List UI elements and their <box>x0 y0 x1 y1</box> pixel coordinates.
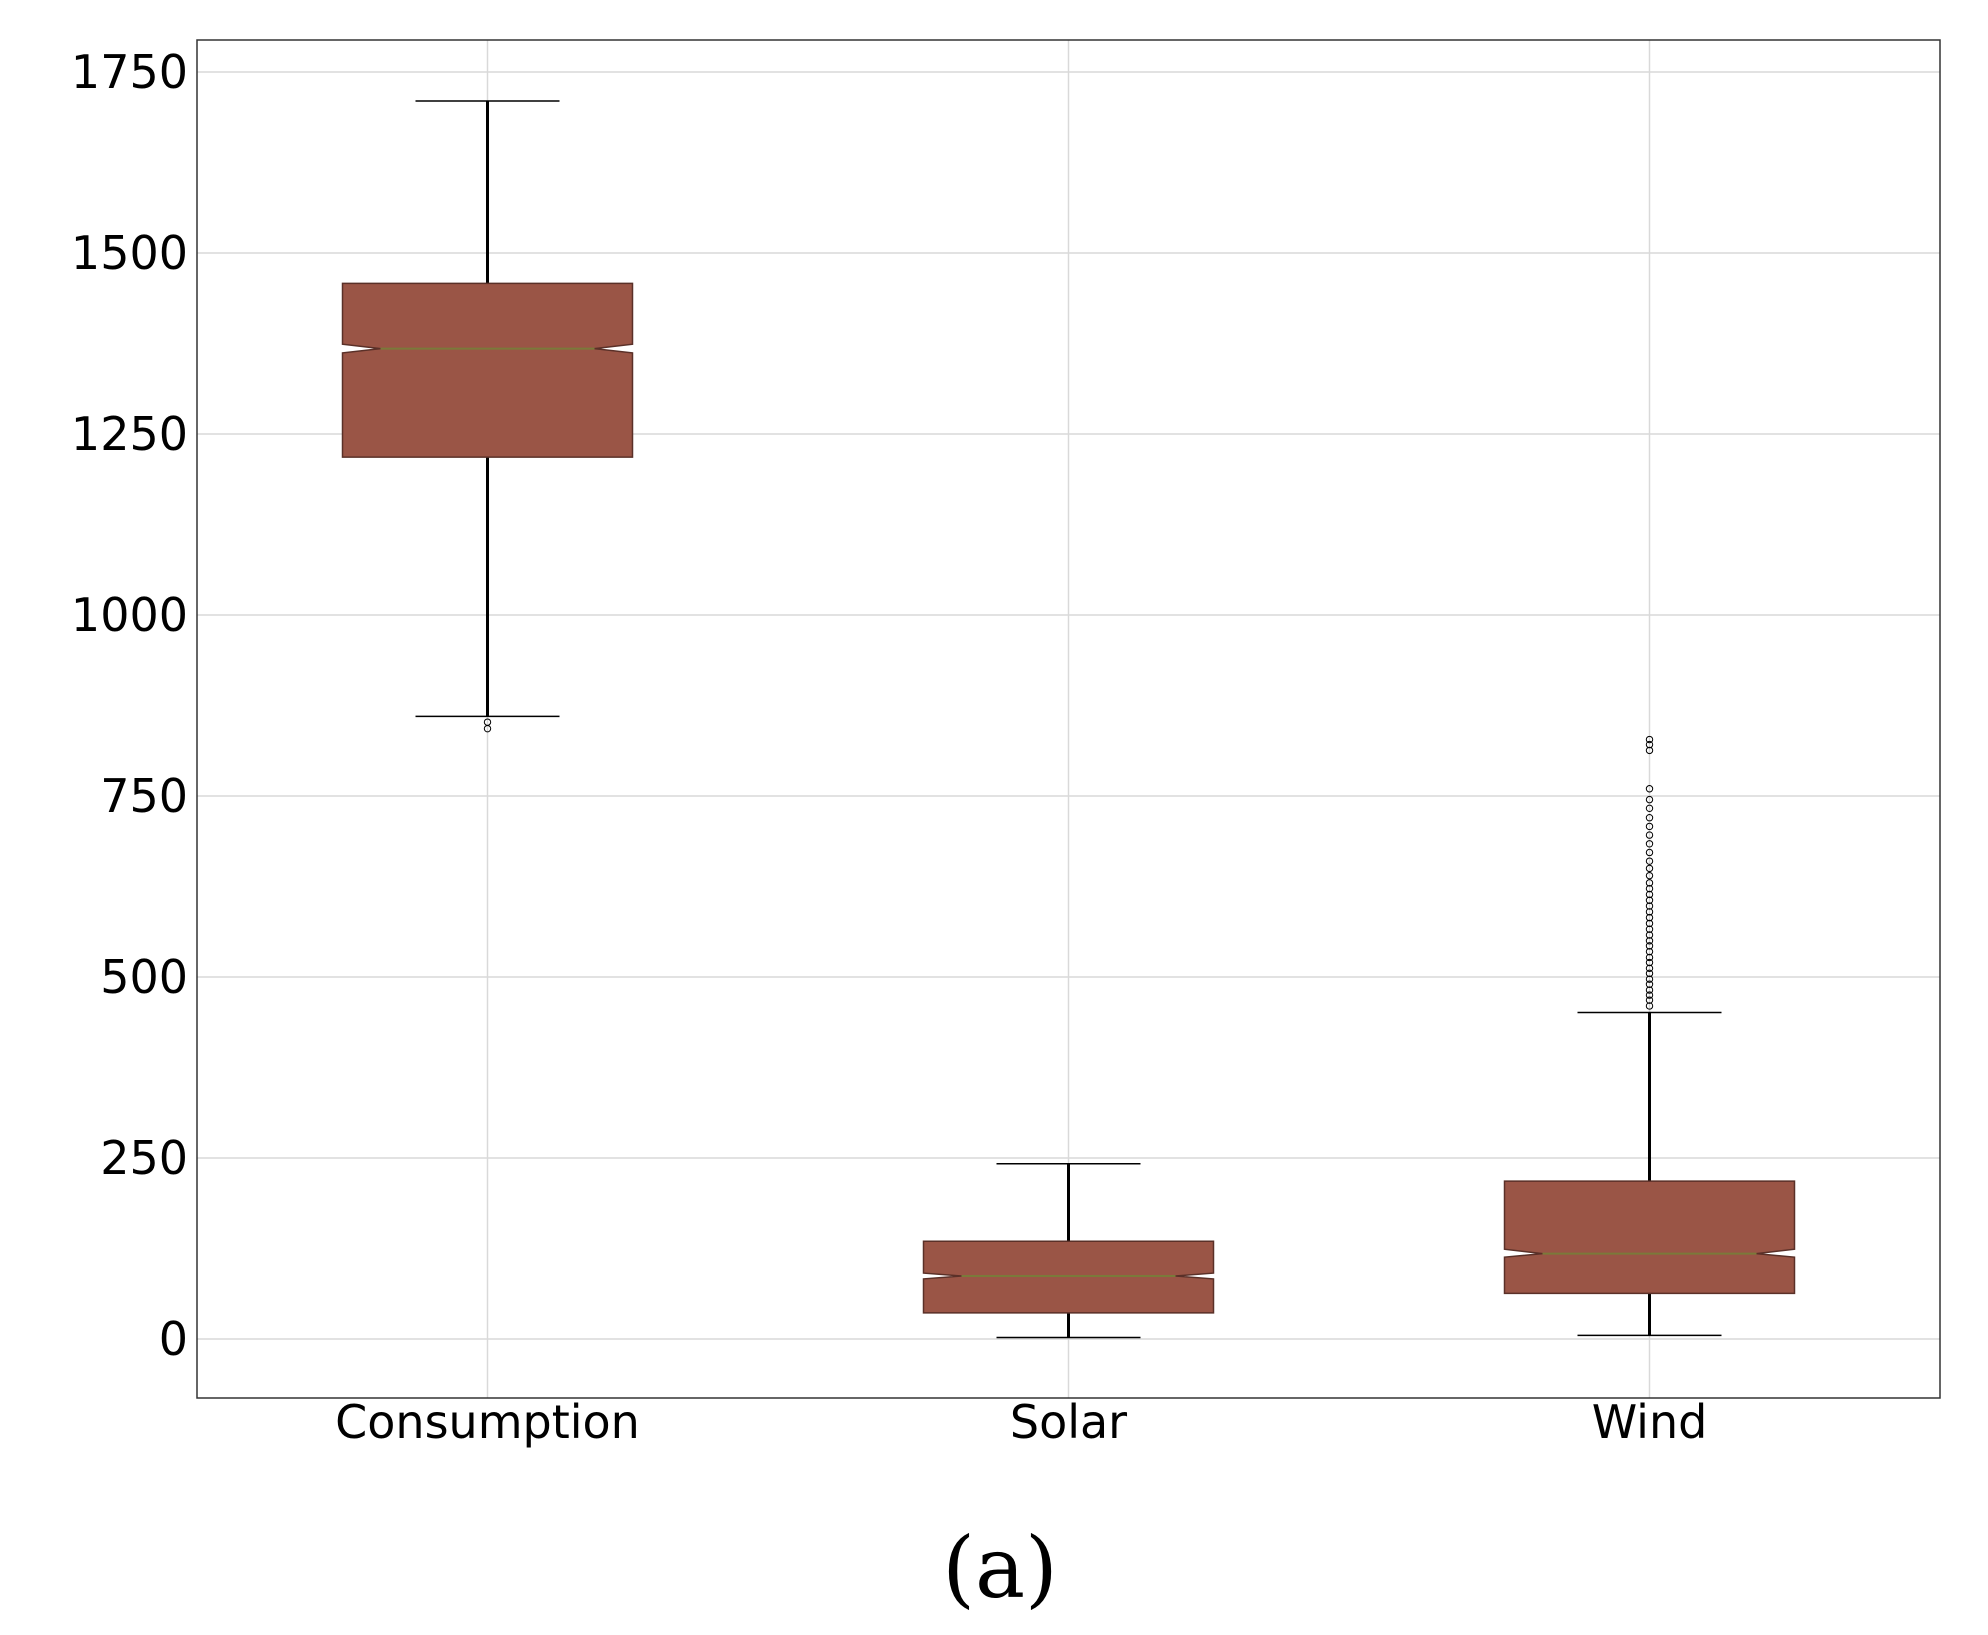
outlier-point <box>1645 980 1654 988</box>
outlier-point <box>1645 879 1654 887</box>
outlier-point <box>1645 795 1654 804</box>
box-body <box>1503 1180 1796 1295</box>
x-tick-label-consumption: Consumption <box>335 1395 640 1449</box>
outlier-point <box>1645 919 1654 928</box>
box-consumption <box>341 100 634 733</box>
box-plots <box>341 100 1796 1339</box>
outlier-point <box>1645 871 1654 880</box>
outlier-point <box>1645 890 1654 899</box>
outlier-point <box>1645 746 1654 755</box>
outlier-point <box>1645 925 1654 933</box>
outlier-point <box>1645 814 1654 822</box>
y-tick-label-1000: 1000 <box>71 588 188 642</box>
outlier-point <box>1645 986 1654 994</box>
y-tick-label-1250: 1250 <box>71 407 188 461</box>
outlier-point <box>1645 991 1654 999</box>
x-axis-ticks: Consumption Solar Wind <box>335 1395 1707 1449</box>
outlier-point <box>1645 908 1654 916</box>
y-tick-label-0: 0 <box>159 1312 188 1366</box>
outlier-point <box>1645 958 1654 967</box>
outlier-point <box>1645 937 1654 945</box>
outlier-point <box>1645 840 1654 848</box>
outlier-point <box>1645 969 1654 978</box>
outlier-point <box>1645 931 1654 939</box>
outlier-point <box>1645 902 1654 910</box>
x-tick-label-wind: Wind <box>1592 1395 1708 1449</box>
outlier-point <box>1645 857 1654 865</box>
outlier-point <box>1645 740 1654 749</box>
outlier-point <box>1645 996 1654 1004</box>
outlier-point <box>1645 831 1654 839</box>
x-tick-label-solar: Solar <box>1010 1395 1127 1449</box>
outlier-point <box>1645 735 1654 744</box>
outlier-point <box>1645 964 1654 973</box>
outlier-point <box>1645 942 1654 950</box>
outlier-point <box>1645 864 1654 873</box>
plot-frame <box>196 39 1941 1399</box>
outlier-point <box>1645 896 1654 904</box>
box-solar <box>922 1163 1215 1339</box>
outlier-point <box>1645 884 1654 893</box>
y-tick-label-250: 250 <box>100 1131 188 1185</box>
box-wind <box>1503 735 1796 1337</box>
y-axis-ticks: 0 250 500 750 1000 1250 1500 1750 <box>71 45 188 1366</box>
outlier-point <box>1645 947 1654 956</box>
outlier-point <box>1645 913 1654 922</box>
box-body <box>922 1240 1215 1314</box>
y-tick-label-1500: 1500 <box>71 226 188 280</box>
box-body <box>341 282 634 458</box>
y-tick-label-500: 500 <box>100 950 188 1004</box>
outlier-point <box>1645 785 1654 793</box>
outlier-point <box>1645 1002 1654 1010</box>
y-tick-label-1750: 1750 <box>71 45 188 99</box>
outlier-point <box>1645 975 1654 983</box>
outlier-point <box>1645 804 1654 813</box>
outlier-point <box>1645 822 1654 831</box>
y-tick-label-750: 750 <box>100 769 188 823</box>
outlier-point <box>483 718 492 726</box>
outlier-point <box>1645 848 1654 857</box>
outlier-point <box>1645 953 1654 962</box>
figure-caption: (a) <box>942 1519 1058 1617</box>
